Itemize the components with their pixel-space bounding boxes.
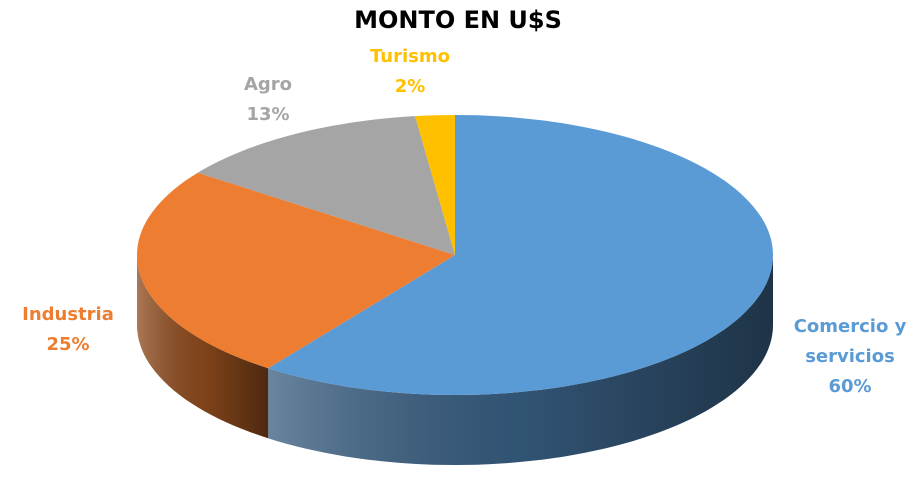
- value-label: 2%: [394, 76, 426, 97]
- data-label: Comercio y servicios 60%: [775, 312, 916, 402]
- slice: [268, 115, 773, 395]
- value-label: 13%: [246, 104, 290, 125]
- category-label: Turismo: [370, 46, 450, 67]
- slice: [197, 116, 455, 255]
- chart-title: MONTO EN U$S: [354, 6, 562, 34]
- slice: [415, 115, 455, 255]
- data-label: Turismo 2%: [350, 42, 470, 102]
- value-label: 25%: [46, 334, 90, 355]
- slice-side-shade: [268, 255, 773, 465]
- data-label: Industria 25%: [0, 300, 136, 360]
- slice: [137, 172, 455, 369]
- value-label: 60%: [828, 376, 872, 397]
- category-label: Comercio y servicios: [793, 316, 907, 367]
- category-label: Agro: [243, 74, 293, 95]
- data-label: Agro 13%: [210, 70, 326, 130]
- category-label: Industria: [22, 304, 114, 325]
- slice-side-shade: [137, 255, 269, 439]
